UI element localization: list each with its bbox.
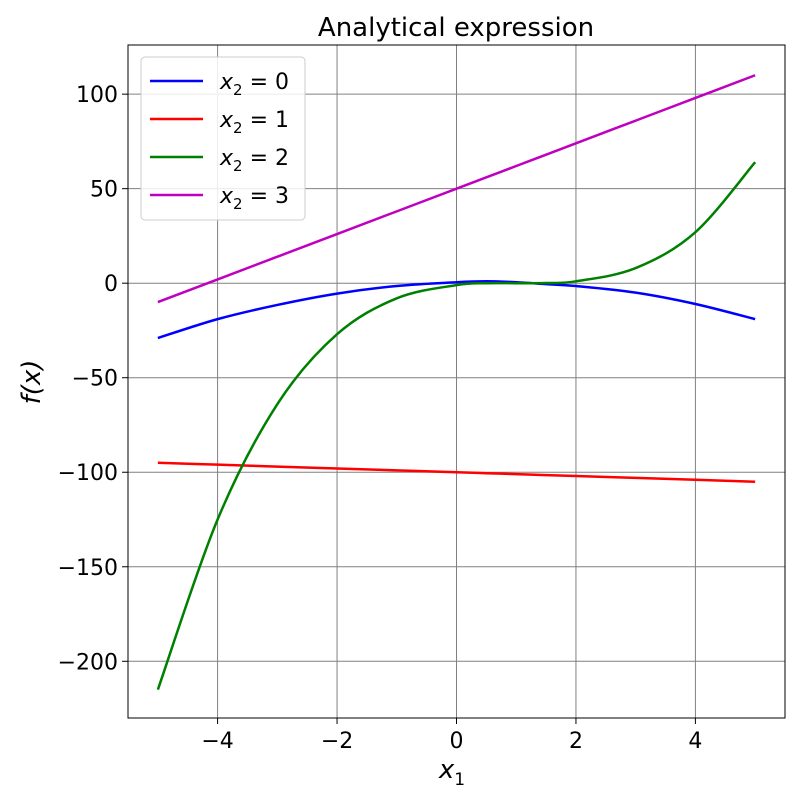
- series-line-2: [156, 161, 757, 691]
- x-tick-label: 0: [450, 729, 464, 754]
- legend-box: [140, 56, 306, 221]
- x-tick-label: 2: [569, 729, 583, 754]
- series-line-0: [157, 280, 756, 340]
- y-tick-label: −150: [58, 556, 118, 581]
- legend-label-3: x2 = 3: [219, 184, 289, 213]
- chart-title: Analytical expression: [318, 13, 594, 43]
- y-tick-label: 0: [104, 272, 118, 297]
- x-tick-label: −2: [321, 729, 353, 754]
- y-tick-label: 100: [76, 83, 118, 108]
- legend-label-1: x2 = 1: [219, 108, 289, 137]
- y-tick-label: 50: [90, 178, 118, 203]
- y-axis-ticks: −200 −150 −100 −50 0 50 100: [58, 83, 128, 675]
- legend-label-0: x2 = 0: [219, 70, 289, 99]
- legend: x2 = 0 x2 = 1 x2 = 2 x2 = 3: [140, 56, 306, 221]
- x-tick-label: 4: [688, 729, 702, 754]
- x-axis-label: x1: [438, 755, 465, 790]
- x-axis-ticks: −4 −2 0 2 4: [201, 718, 702, 754]
- y-tick-label: −200: [58, 650, 118, 675]
- series-line-3: [157, 74, 756, 304]
- series-line-1: [157, 461, 756, 483]
- x-axis-label-subscript: 1: [454, 770, 465, 790]
- y-tick-label: −50: [72, 367, 118, 392]
- x-tick-label: −4: [201, 729, 233, 754]
- legend-label-2: x2 = 2: [219, 146, 289, 175]
- y-axis-label: f(x): [17, 360, 47, 405]
- series-layer: [156, 74, 757, 691]
- y-tick-label: −100: [58, 461, 118, 486]
